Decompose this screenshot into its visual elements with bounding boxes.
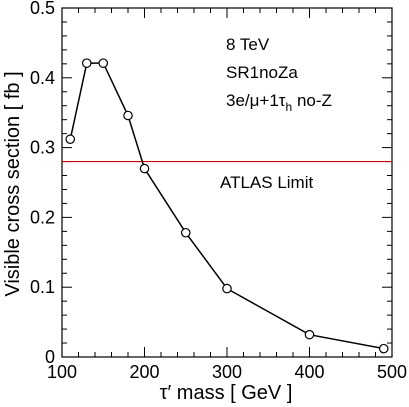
y-tick-label: 0 [45, 347, 55, 367]
x-tick-label: 200 [129, 362, 159, 382]
annotation-signal-region: SR1noZa [226, 63, 298, 82]
data-point [378, 343, 389, 354]
limit-label: ATLAS Limit [220, 173, 313, 192]
data-point [222, 283, 232, 294]
data-point [65, 134, 76, 145]
data-point [81, 58, 92, 68]
y-tick-label: 0.5 [30, 0, 55, 18]
y-tick-label: 0.2 [30, 207, 55, 227]
annotation-channel: 3e/μ+1τh no-Z [226, 91, 332, 114]
data-point [304, 329, 315, 340]
data-point [139, 163, 150, 174]
y-axis-title: Visible cross section [ fb ] [2, 71, 24, 296]
x-tick-label: 300 [212, 362, 242, 382]
y-tick-label: 0.1 [30, 277, 55, 297]
y-tick-label: 0.4 [30, 68, 55, 88]
data-point [180, 227, 191, 238]
x-tick-label: 500 [377, 362, 407, 382]
x-tick-label: 100 [47, 362, 77, 382]
y-tick-label: 0.3 [30, 138, 55, 158]
annotation-energy: 8 TeV [226, 35, 270, 54]
data-point [123, 110, 133, 121]
data-point [98, 58, 109, 68]
x-tick-label: 400 [294, 362, 324, 382]
x-axis-title: τ′ mass [ GeV ] [160, 382, 293, 404]
